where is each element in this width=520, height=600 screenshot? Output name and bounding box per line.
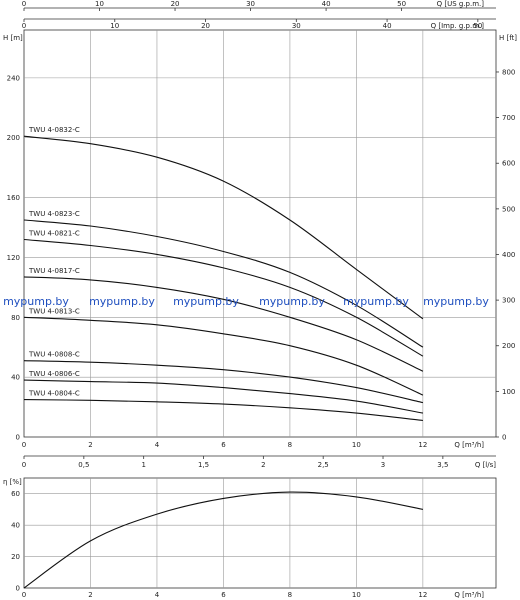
head-curve-5 [23, 360, 424, 404]
eff-x-axis-label: Q [m³/h] [454, 591, 484, 599]
us-gpm-tick-label-4: 40 [322, 0, 331, 8]
ft-tick-label-3: 300 [502, 297, 515, 305]
head-x-tick-label-6: 12 [418, 441, 427, 449]
ft-tick-label-5: 500 [502, 205, 515, 213]
head-curve-label-2: TWU 4-0821-C [28, 229, 80, 237]
head-curve-3 [23, 276, 424, 372]
us-gpm-tick-label-3: 30 [246, 0, 255, 8]
ft-tick-label-4: 400 [502, 251, 515, 259]
us-gpm-tick-label-1: 10 [95, 0, 104, 8]
head-curve-4 [23, 316, 424, 396]
imp-gpm-tick-label-1: 10 [110, 22, 119, 30]
ft-tick-label-0: 0 [502, 434, 506, 442]
imp-gpm-tick-label-3: 30 [292, 22, 301, 30]
us-gpm-tick-label-2: 20 [171, 0, 180, 8]
watermark-text-5: mypump.by [423, 295, 489, 308]
eff-y-tick-label-1: 20 [11, 553, 20, 561]
head-y-tick-label-0: 0 [16, 434, 20, 442]
imp-gpm-axis-label: Q [Imp. g.p.m.] [431, 22, 485, 30]
head-x-axis-label: Q [m³/h] [454, 441, 484, 449]
ls-tick-label-3: 1,5 [198, 461, 209, 469]
head-y-tick-label-3: 120 [7, 254, 20, 262]
eff-x-tick-label-2: 4 [155, 591, 160, 599]
ft-tick-label-1: 100 [502, 388, 515, 396]
head-y-tick-label-6: 240 [7, 74, 20, 82]
eff-x-tick-label-4: 8 [288, 591, 292, 599]
head-curve-label-6: TWU 4-0806-C [28, 370, 80, 378]
us-gpm-axis-label: Q [US g.p.m.] [437, 0, 485, 8]
eff-x-tick-label-3: 6 [221, 591, 226, 599]
eff-y-axis-label: η [%] [3, 478, 22, 486]
watermark-text-2: mypump.by [173, 295, 239, 308]
head-y-tick-label-5: 200 [7, 134, 20, 142]
ft-tick-label-6: 600 [502, 160, 515, 168]
head-x-tick-label-4: 8 [288, 441, 292, 449]
watermark-text-0: mypump.by [3, 295, 69, 308]
head-curve-1 [23, 219, 424, 348]
head-y-tick-label-2: 80 [11, 314, 20, 322]
ft-tick-label-8: 800 [502, 68, 515, 76]
head-curve-0 [23, 135, 424, 320]
ls-axis-label: Q [l/s] [475, 461, 496, 469]
labels-layer: 0 10 20 30 40 50 Q [US g.p.m.]0 10 20 30 40 50Q [Im… [3, 0, 517, 599]
eff-x-tick-label-1: 2 [88, 591, 92, 599]
curves-layer [23, 135, 424, 589]
head-y-axis-label: H [m] [3, 34, 23, 42]
watermark-text-3: mypump.by [259, 295, 325, 308]
head-y-tick-label-1: 40 [11, 374, 20, 382]
head-curve-label-1: TWU 4-0823-C [28, 210, 80, 218]
head-y-tick-label-4: 160 [7, 194, 20, 202]
head-x-tick-label-5: 10 [352, 441, 361, 449]
eff-y-tick-label-2: 40 [11, 522, 20, 530]
head-curve-label-5: TWU 4-0808-C [28, 351, 80, 359]
head-curve-label-3: TWU 4-0817-C [28, 267, 80, 275]
imp-gpm-tick-label-5: 50 [473, 22, 482, 30]
watermark-text-1: mypump.by [89, 295, 155, 308]
eff-y-tick-label-0: 0 [16, 585, 20, 593]
eff-plot-frame [23, 477, 497, 589]
head-curve-6 [23, 379, 423, 414]
head-x-tick-label-1: 2 [88, 441, 92, 449]
eff-x-tick-label-0: 0 [22, 591, 26, 599]
head-curve-label-7: TWU 4-0804-C [28, 390, 80, 398]
grid-layer [23, 7, 499, 589]
efficiency-curve-0 [23, 491, 424, 589]
ft-tick-label-7: 700 [502, 114, 515, 122]
head-curve-7 [23, 399, 423, 422]
eff-y-tick-label-3: 60 [11, 490, 20, 498]
head-curve-label-4: TWU 4-0813-C [28, 307, 80, 315]
head-plot-frame [23, 29, 497, 438]
ft-tick-label-2: 200 [502, 342, 515, 350]
ls-tick-label-0: 0 [22, 461, 26, 469]
head-x-tick-label-3: 6 [221, 441, 226, 449]
ls-tick-label-6: 3 [381, 461, 385, 469]
head-x-tick-label-0: 0 [22, 441, 26, 449]
ls-tick-label-1: 0,5 [78, 461, 89, 469]
ls-tick-label-2: 1 [141, 461, 145, 469]
us-gpm-tick-label-0: 0 [22, 0, 26, 8]
head-x-tick-label-2: 4 [155, 441, 160, 449]
ls-tick-label-5: 2,5 [318, 461, 329, 469]
head-curve-label-0: TWU 4-0832-C [28, 126, 80, 134]
imp-gpm-tick-label-0: 0 [22, 22, 26, 30]
ls-tick-label-7: 3,5 [437, 461, 448, 469]
imp-gpm-tick-label-4: 40 [383, 22, 392, 30]
head-y-right-axis-label: H [ft] [499, 34, 517, 42]
ls-tick-label-4: 2 [261, 461, 265, 469]
eff-x-tick-label-5: 10 [352, 591, 361, 599]
eff-x-tick-label-6: 12 [418, 591, 427, 599]
imp-gpm-tick-label-2: 20 [201, 22, 210, 30]
us-gpm-tick-label-5: 50 [397, 0, 406, 8]
watermark-text-4: mypump.by [343, 295, 409, 308]
head-curve-2 [23, 238, 424, 357]
